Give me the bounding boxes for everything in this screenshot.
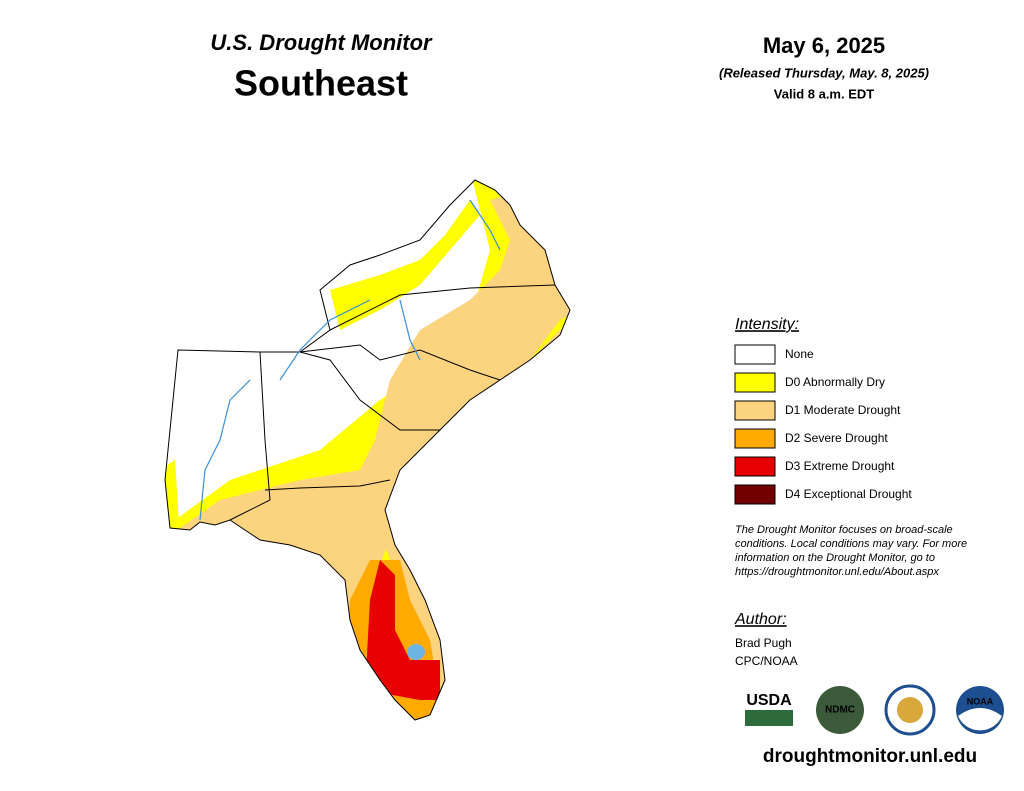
valid: Valid 8 a.m. EDT xyxy=(774,86,874,101)
legend-swatch xyxy=(734,400,776,421)
note-line: https://droughtmonitor.unl.edu/About.asp… xyxy=(735,566,939,578)
usda-logo-bar xyxy=(745,710,793,726)
legend-swatch xyxy=(734,484,776,505)
ndmc-logo-circle xyxy=(816,686,864,734)
legend-label: None xyxy=(785,347,814,361)
note-line: information on the Drought Monitor, go t… xyxy=(735,552,935,564)
d3-area xyxy=(365,560,440,700)
ndmc-logo: NDMC xyxy=(825,705,855,716)
legend-label: D3 Extreme Drought xyxy=(785,459,895,473)
legend-swatch xyxy=(734,372,776,393)
legend-swatch xyxy=(734,344,776,365)
map xyxy=(165,180,570,720)
url: droughtmonitor.unl.edu xyxy=(763,746,977,767)
region: Southeast xyxy=(234,63,408,104)
note-line: conditions. Local conditions may vary. F… xyxy=(735,538,967,550)
title: U.S. Drought Monitor xyxy=(210,30,433,55)
author-name: Brad Pugh xyxy=(735,636,792,650)
released: (Released Thursday, May. 8, 2025) xyxy=(719,65,929,80)
rivers xyxy=(199,199,501,521)
legend-swatch xyxy=(734,456,776,477)
author-name: CPC/NOAA xyxy=(735,654,798,668)
d0-area-va xyxy=(330,200,480,330)
note: The Drought Monitor focuses on broad-sca… xyxy=(735,524,967,578)
legend-title: Intensity: xyxy=(735,316,799,333)
legend-label: D0 Abnormally Dry xyxy=(785,375,885,389)
author-title: Author: xyxy=(734,611,787,628)
note-line: The Drought Monitor focuses on broad-sca… xyxy=(735,524,953,536)
legend-swatch xyxy=(734,428,776,449)
doc-seal-center xyxy=(897,697,923,723)
legend-label: D1 Moderate Drought xyxy=(785,403,901,417)
legend-label: D4 Exceptional Drought xyxy=(785,487,912,501)
state-borders xyxy=(164,179,571,721)
legend-label: D2 Severe Drought xyxy=(785,431,888,445)
legend: None D0 Abnormally Dry D1 Moderate Drought… xyxy=(734,344,912,505)
date: May 6, 2025 xyxy=(763,33,885,58)
noaa-logo: NOAA xyxy=(967,696,994,706)
lake xyxy=(407,644,425,660)
authors: Brad Pugh CPC/NOAA xyxy=(735,636,798,668)
usda-logo: USDA xyxy=(746,692,792,709)
logos: USDA NDMC NOAA xyxy=(745,684,1004,736)
noaa-logo-wave xyxy=(958,708,1002,731)
